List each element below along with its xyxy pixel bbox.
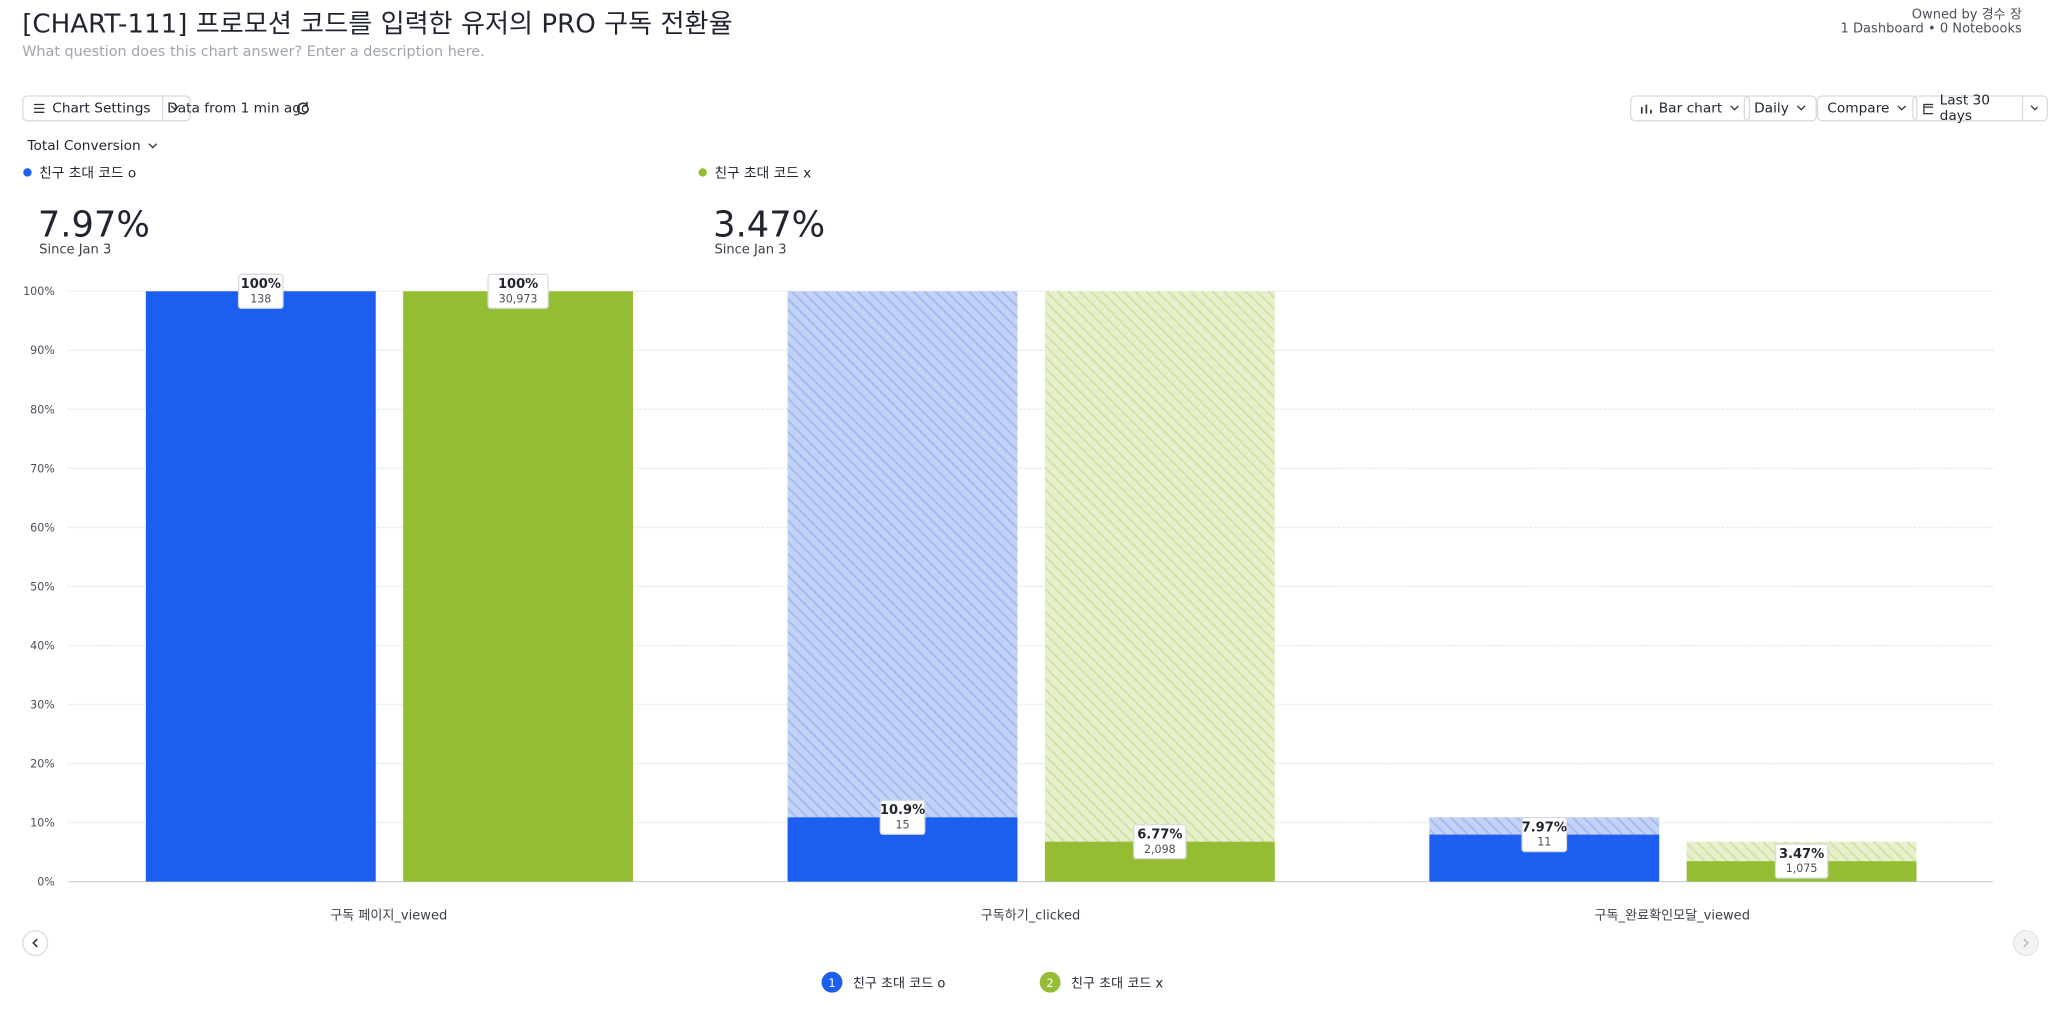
title: [CHART-111] 프로모션 코드를 입력한 유저의 PRO 구독 전환율 (22, 7, 733, 40)
count-label: 11 (1537, 836, 1551, 849)
icon (1896, 105, 1906, 111)
label: Total Conversion (27, 138, 141, 155)
label: Bar chart (1658, 100, 1723, 117)
summary-value: 3.47% (713, 204, 825, 245)
data-age: Data from 1 min ago (167, 100, 310, 117)
data-label: 10.9% (880, 803, 925, 818)
data-label: 6.77% (1137, 827, 1182, 842)
y-tick-label: 60% (30, 521, 55, 534)
y-tick-label: 50% (30, 580, 55, 593)
next-button[interactable] (2012, 929, 2039, 957)
label: Chart Settings (52, 100, 151, 117)
legend-badge (821, 971, 843, 993)
legend-dot (23, 168, 32, 177)
count-label: 1,075 (1786, 862, 1818, 875)
summary-note: Since Jan 3 (39, 242, 111, 257)
y-tick-label: 80% (30, 403, 55, 416)
y-tick-label: 20% (30, 757, 55, 770)
description[interactable]: What question does this chart answer? En… (22, 43, 485, 61)
data-label: 7.97% (1522, 820, 1567, 835)
icon (1796, 105, 1805, 111)
dropoff-bar (1044, 291, 1275, 842)
links[interactable]: 1 Dashboard • 0 Notebooks (1840, 22, 2022, 37)
y-tick-label: 10% (30, 817, 55, 830)
icon (2030, 105, 2038, 111)
chart-settings-button[interactable]: Chart Settings (22, 95, 192, 122)
data-label-box (879, 799, 926, 835)
y-tick-label: 0% (37, 876, 55, 889)
count-label: 15 (895, 818, 909, 831)
summary-note: Since Jan 3 (714, 242, 786, 257)
data-label: 100% (498, 277, 538, 292)
data-label-box (487, 273, 549, 309)
icon (148, 143, 157, 149)
data-label-box (1521, 816, 1568, 853)
chart-type-button[interactable]: Bar chart (1630, 95, 1750, 122)
legend-label: 친구 초대 코드 x (1071, 976, 1163, 991)
label: Compare (1827, 100, 1890, 117)
x-tick-label: 구독_완료확인모달_viewed (1595, 909, 1750, 924)
data-label-box (237, 273, 284, 309)
icon (1729, 105, 1739, 111)
count-label: 30,973 (499, 292, 538, 305)
owner[interactable]: Owned by 경수 장 (1911, 7, 2022, 23)
icon (170, 105, 180, 111)
summary-value: 7.97% (38, 204, 150, 245)
y-tick-label: 40% (30, 639, 55, 652)
count-label: 2,098 (1144, 843, 1176, 856)
y-tick-label: 100% (23, 285, 55, 298)
legend-label: 친구 초대 코드 o (853, 976, 945, 991)
metric-dropdown[interactable]: Total Conversion (27, 138, 157, 154)
dropoff-bar (787, 291, 1018, 818)
refresh-icon[interactable] (295, 101, 311, 117)
label: Last 30 days (1939, 92, 1991, 125)
count-label: 138 (250, 292, 271, 305)
range-button[interactable]: Last 30 days (1912, 92, 2048, 125)
data-label: 3.47% (1779, 847, 1824, 862)
bar (403, 291, 634, 882)
interval-button[interactable]: Daily (1743, 95, 1817, 122)
data-label: 100% (241, 277, 281, 292)
legend-label: 친구 초대 코드 o (39, 166, 136, 182)
x-tick-label: 구독 페이지_viewed (330, 909, 447, 924)
y-tick-label: 70% (30, 462, 55, 475)
legend-badge (1039, 971, 1061, 993)
legend-badge-label: 1 (828, 976, 835, 990)
y-tick-label: 90% (30, 344, 55, 357)
legend-dot (698, 168, 707, 177)
icon (1923, 103, 1934, 115)
data-label-box (1133, 824, 1187, 860)
data-label-box (1774, 843, 1829, 879)
bar (145, 291, 376, 882)
legend-label: 친구 초대 코드 x (714, 166, 811, 182)
icon (1640, 103, 1652, 113)
icon (33, 103, 45, 113)
y-tick-label: 30% (30, 698, 55, 711)
prev-button[interactable] (22, 929, 49, 957)
legend-badge-label: 2 (1046, 976, 1053, 990)
compare-button[interactable]: Compare (1816, 95, 1917, 122)
label: Daily (1754, 100, 1789, 117)
x-tick-label: 구독하기_clicked (981, 909, 1081, 924)
